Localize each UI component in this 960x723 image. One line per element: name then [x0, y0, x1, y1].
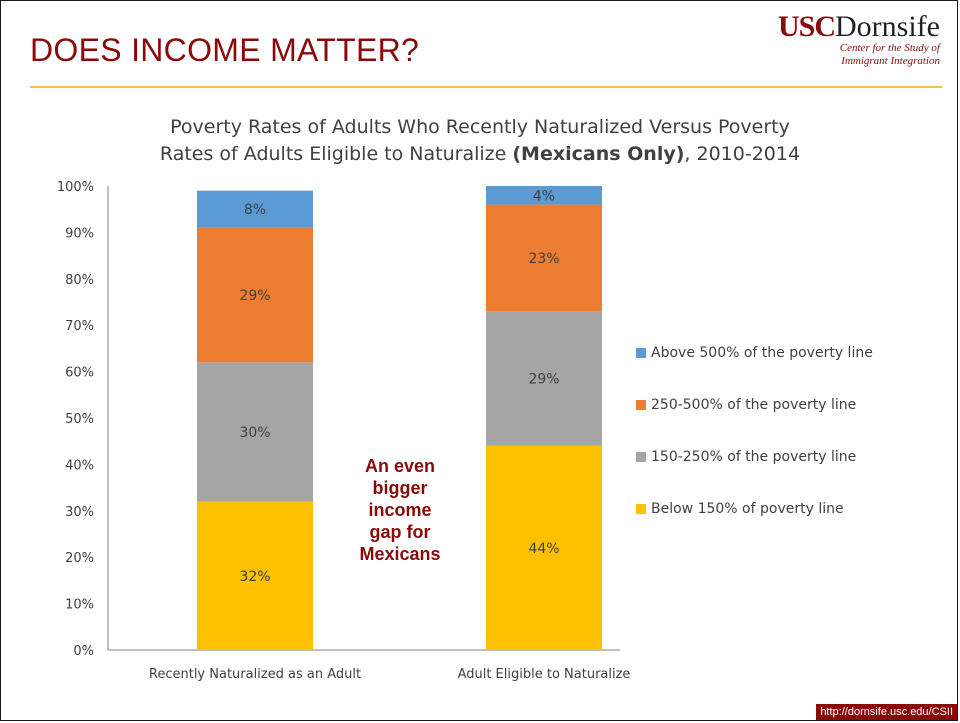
usc-dornsife-logo: USCDornsife Center for the Study of Immi… — [778, 12, 940, 68]
legend-swatch — [636, 400, 646, 410]
legend-swatch — [636, 504, 646, 514]
chart-title-line2-bold: (Mexicans Only) — [512, 143, 685, 165]
title-divider — [30, 86, 942, 88]
legend-label: Above 500% of the poverty line — [651, 345, 873, 361]
y-tick-label: 10% — [65, 598, 94, 613]
bar-segment — [197, 190, 313, 228]
y-tick-label: 60% — [65, 366, 94, 381]
logo-subtitle-line2: Immigrant Integration — [841, 55, 940, 67]
slide-title: DOES INCOME MATTER? — [30, 32, 420, 68]
data-label: 23% — [528, 251, 559, 267]
legend-label: Below 150% of poverty line — [651, 501, 844, 517]
data-label: 30% — [239, 425, 270, 441]
data-label: 29% — [528, 372, 559, 388]
bar-segment — [486, 311, 602, 446]
x-tick-label: Adult Eligible to Naturalize — [458, 667, 631, 682]
bar-segment — [197, 362, 313, 502]
annotation-line: income — [368, 500, 432, 520]
legend-label: 250-500% of the poverty line — [651, 397, 857, 413]
logo-dornsife-text: Dornsife — [835, 10, 940, 43]
chart-title-line1: Poverty Rates of Adults Who Recently Nat… — [170, 116, 790, 138]
legend-item: Below 150% of poverty line — [636, 498, 873, 520]
data-label: 4% — [533, 188, 555, 204]
data-label: 32% — [239, 569, 270, 585]
y-tick-label: 20% — [65, 551, 94, 566]
y-tick-label: 40% — [65, 458, 94, 473]
chart-title-line2: Rates of Adults Eligible to Naturalize (… — [110, 141, 850, 168]
logo-usc-text: USC — [778, 10, 836, 43]
y-tick-label: 80% — [65, 273, 94, 288]
annotation-line: bigger — [372, 478, 428, 498]
y-tick-label: 90% — [65, 226, 94, 241]
y-tick-label: 70% — [65, 319, 94, 334]
chart-title: Poverty Rates of Adults Who Recently Nat… — [110, 114, 850, 168]
legend-swatch — [636, 348, 646, 358]
chart-annotation: An even bigger income gap for Mexicans — [330, 455, 470, 565]
y-tick-label: 100% — [57, 180, 94, 195]
annotation-line: An even — [364, 456, 436, 476]
y-tick-label: 50% — [65, 412, 94, 427]
legend-swatch — [636, 452, 646, 462]
annotation-line: Mexicans — [359, 544, 441, 564]
legend-item: 250-500% of the poverty line — [636, 394, 873, 416]
bar-segment — [486, 186, 602, 205]
x-tick-label: Recently Naturalized as an Adult — [149, 667, 361, 682]
data-label: 44% — [528, 541, 559, 557]
annotation-line: gap for — [369, 522, 431, 542]
data-label: 29% — [239, 288, 270, 304]
legend-item: Above 500% of the poverty line — [636, 342, 873, 364]
data-label: 8% — [244, 202, 266, 218]
bar-segment — [486, 445, 602, 650]
chart-title-line2-pre: Rates of Adults Eligible to Naturalize — [159, 143, 513, 165]
y-tick-label: 30% — [65, 505, 94, 520]
legend-label: 150-250% of the poverty line — [651, 449, 857, 465]
footer-url[interactable]: http://dornsife.usc.edu/CSII — [816, 704, 957, 720]
bar-segment — [486, 204, 602, 312]
y-tick-label: 0% — [73, 644, 94, 659]
bar-segment — [197, 501, 313, 650]
logo-subtitle-line1: Center for the Study of — [839, 42, 940, 54]
bar-segment — [197, 227, 313, 363]
legend-item: 150-250% of the poverty line — [636, 446, 873, 468]
chart-title-line2-post: , 2010-2014 — [684, 143, 801, 165]
chart-legend: Above 500% of the poverty line 250-500% o… — [636, 342, 873, 550]
